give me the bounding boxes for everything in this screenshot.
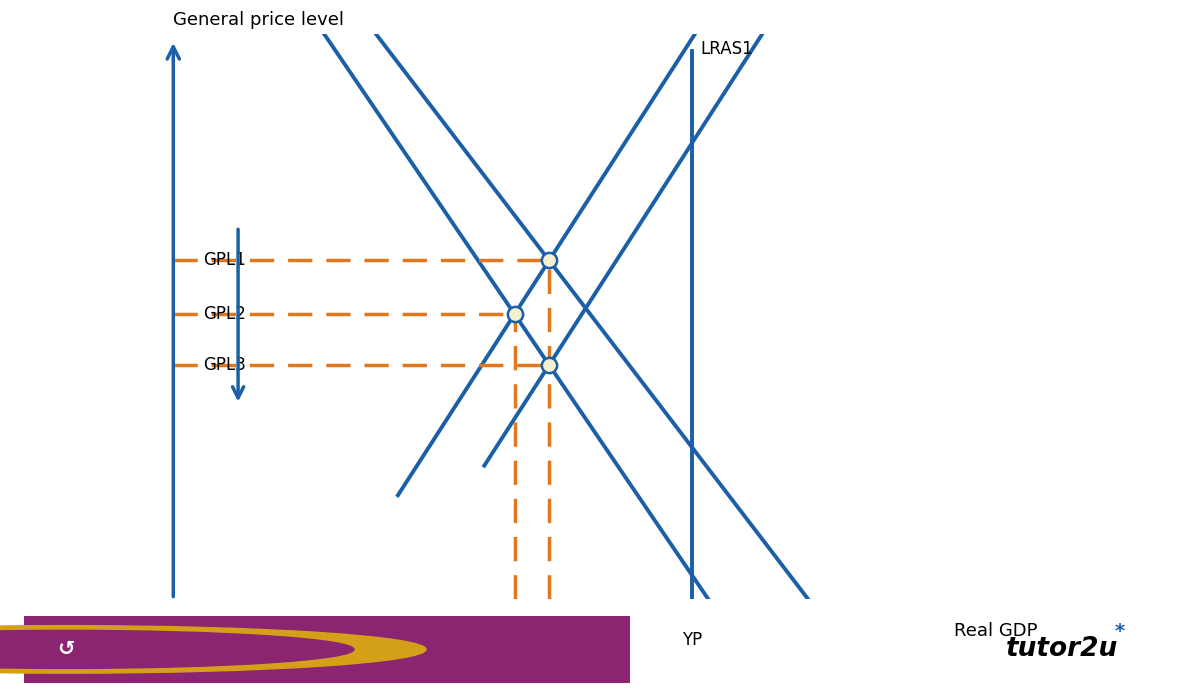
Text: A-LEVEL ECONOMICS: A-LEVEL ECONOMICS (138, 640, 349, 659)
Text: YP: YP (682, 630, 702, 648)
Text: *: * (1115, 622, 1124, 641)
Text: General price level: General price level (173, 11, 344, 29)
Text: Y2: Y2 (494, 630, 515, 648)
Text: tutor2u: tutor2u (1006, 637, 1118, 662)
Circle shape (0, 626, 426, 673)
Text: GPL3: GPL3 (204, 356, 246, 374)
Text: LRAS1: LRAS1 (701, 40, 754, 58)
Text: Real GDP: Real GDP (954, 622, 1037, 640)
Text: ↺: ↺ (58, 639, 74, 659)
Text: GPL2: GPL2 (204, 305, 246, 323)
Circle shape (0, 630, 354, 668)
FancyBboxPatch shape (24, 616, 630, 683)
Text: Y1: Y1 (546, 630, 566, 648)
Text: GPL1: GPL1 (204, 251, 246, 269)
Text: Y3: Y3 (506, 659, 527, 677)
